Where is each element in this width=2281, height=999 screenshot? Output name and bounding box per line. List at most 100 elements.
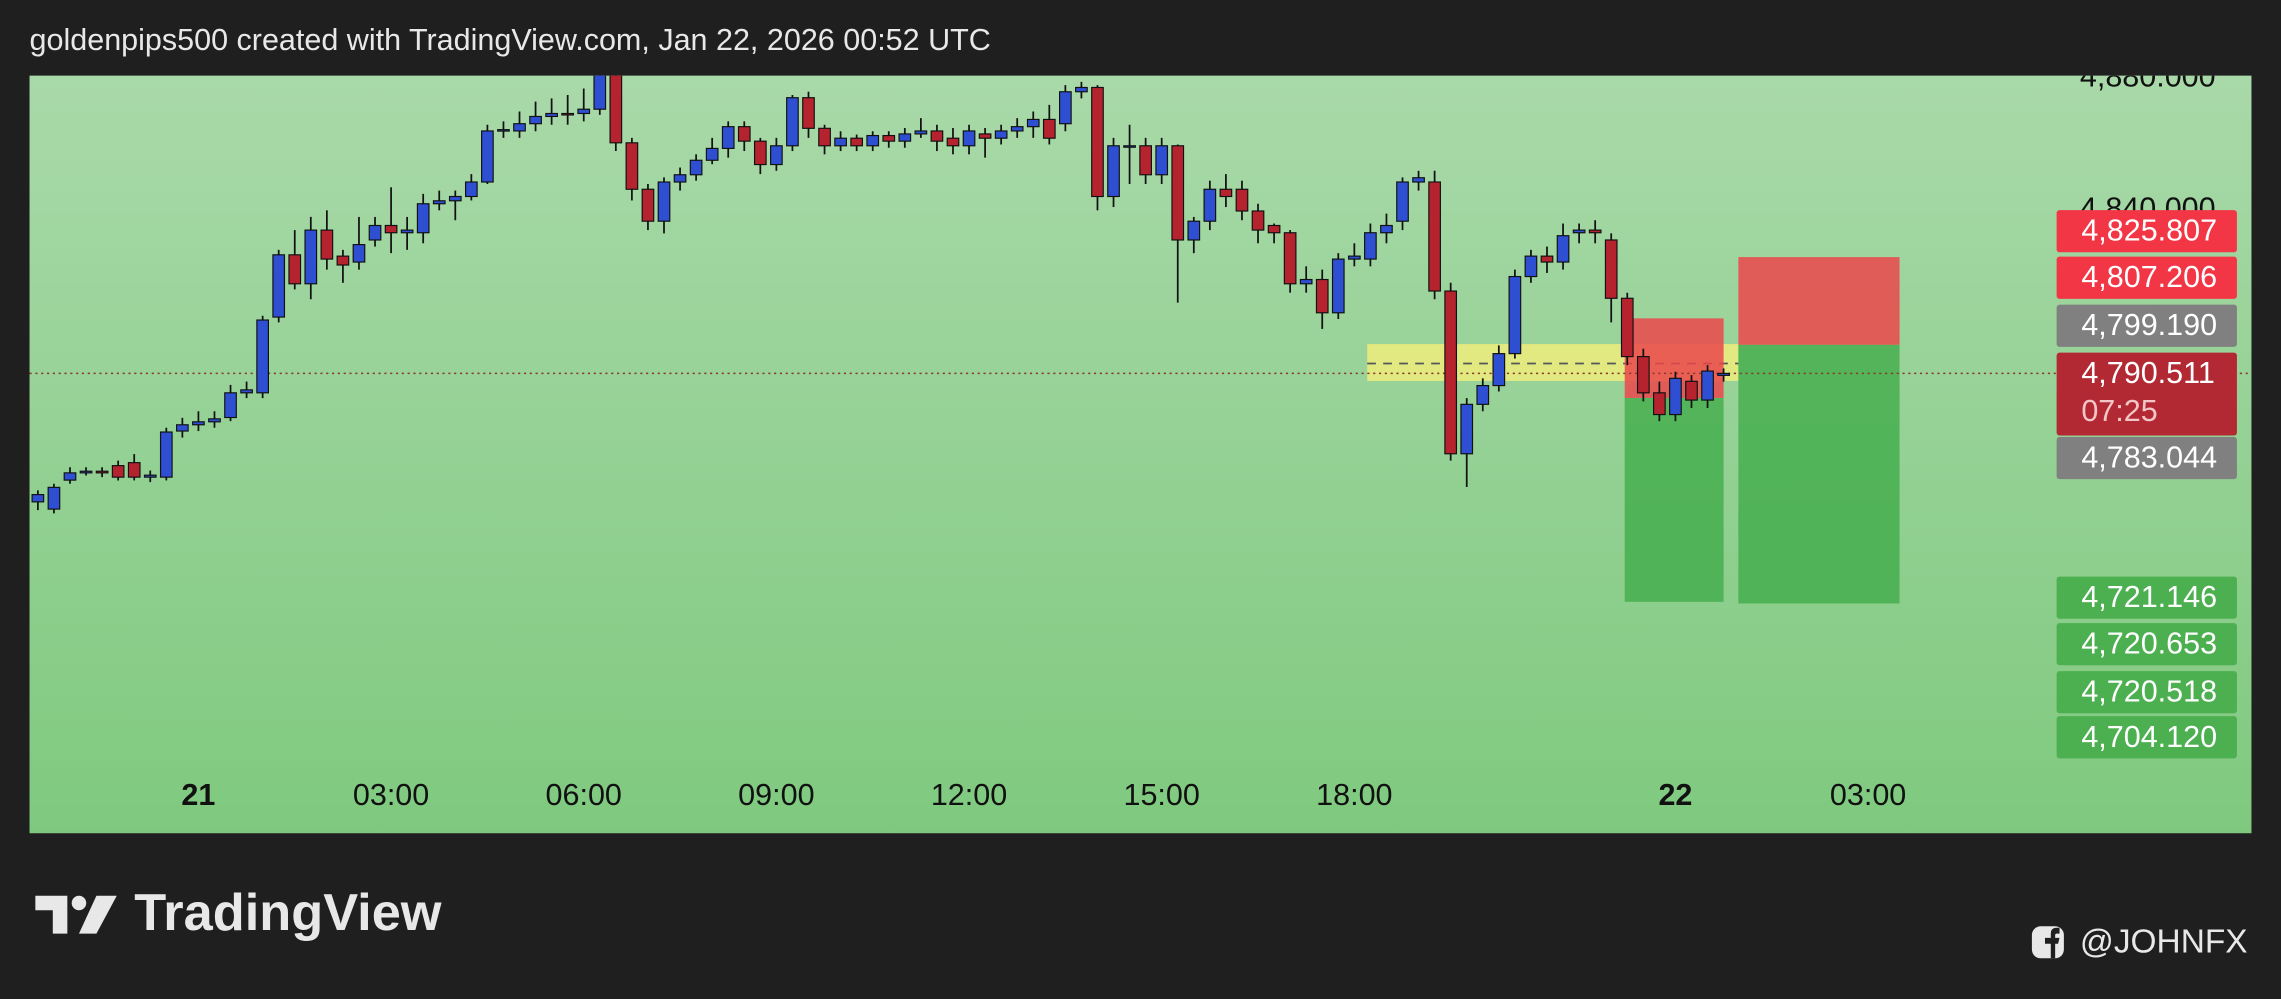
price-label: 4,720.518 (2081, 675, 2217, 709)
candle-body (1107, 145, 1120, 198)
candle-body (1299, 278, 1313, 285)
x-tick-label: 15:00 (1124, 778, 1200, 812)
countdown: 07:25 (2081, 394, 2157, 428)
candle-body (850, 137, 864, 147)
x-tick-label: 21 (181, 778, 215, 812)
candle-body (304, 229, 318, 285)
candle-body (866, 134, 880, 147)
candle-body (529, 115, 542, 125)
price-label-bg (2056, 716, 2237, 759)
candle-body (1219, 188, 1233, 198)
candle-body (1620, 297, 1634, 358)
price-label-bg (2056, 210, 2237, 253)
x-tick-label: 03:00 (353, 778, 429, 812)
candle-body (1123, 145, 1136, 148)
brand: TradingView (134, 884, 442, 942)
candle-body (1460, 403, 1474, 455)
candle-body (1155, 145, 1169, 176)
candle-body (1653, 392, 1666, 416)
price-label-bg (2056, 304, 2237, 347)
candle-body (1717, 372, 1730, 376)
candle-body (1059, 91, 1072, 125)
price-label: 4,790.511 (2081, 356, 2214, 390)
x-tick-label: 03:00 (1830, 778, 1906, 812)
candle-body (1572, 229, 1586, 234)
candle-body (609, 75, 623, 144)
stop-zone (1738, 257, 1900, 345)
candle-body (208, 418, 221, 423)
candle-body (802, 97, 815, 129)
candle-body (1428, 181, 1441, 292)
candle-body (1396, 181, 1409, 222)
candle-body (946, 137, 960, 147)
candle-body (1476, 384, 1490, 405)
price-label-bg (2056, 671, 2237, 714)
candle-body (1315, 278, 1329, 314)
candle-body (1540, 255, 1554, 263)
candle-body (481, 130, 494, 183)
candle-body (898, 133, 912, 142)
candle-body (176, 424, 189, 432)
candle-body (1267, 224, 1281, 234)
target-zone (1624, 397, 1724, 602)
candle-body (400, 229, 414, 234)
target-zone (1738, 344, 1900, 604)
candle-body (352, 244, 366, 263)
candle-body (818, 127, 831, 147)
candle-body (978, 133, 992, 139)
candle-body (625, 142, 639, 190)
candle-body (1251, 210, 1265, 231)
plot: 21 03:00 06:00 09:00 12:00 15:00 18:00 22 03:00 4… (29, 75, 2252, 812)
candle-body (95, 470, 109, 474)
candle-body (721, 126, 735, 149)
candle-body (1026, 118, 1040, 128)
candle-body (224, 392, 237, 419)
candle-body (1042, 118, 1056, 139)
candle-body (320, 229, 334, 260)
facebook-icon (2031, 926, 2064, 959)
candle-body (1331, 258, 1345, 314)
candle-body (834, 137, 847, 147)
candle-body (593, 75, 607, 110)
candle-body (1701, 370, 1714, 401)
candle-body (705, 147, 719, 161)
candle-body (448, 195, 462, 202)
candle-body (673, 174, 687, 183)
candle-body (1508, 275, 1522, 355)
price-label: 4,807.206 (2081, 260, 2217, 294)
x-tick-label: 22 (1658, 778, 1692, 812)
candle-body (497, 129, 510, 132)
candle-body (1139, 145, 1152, 176)
candle-body (288, 254, 302, 285)
candle-body (1010, 126, 1024, 132)
candle-body (1347, 255, 1361, 260)
candle-body (47, 486, 61, 510)
candle-body (770, 145, 783, 166)
candle-body (1380, 224, 1393, 234)
candle-body (192, 421, 205, 426)
price-label: 4,799.190 (2081, 308, 2217, 342)
candle-body (914, 130, 928, 135)
candle-body (111, 465, 125, 478)
candle-body (272, 254, 286, 318)
candle-body (1203, 188, 1217, 222)
candle-body (336, 255, 350, 266)
candle-body (737, 126, 751, 142)
candle-body (545, 112, 558, 118)
candle-body (1075, 86, 1088, 93)
candle-body (1556, 235, 1570, 263)
x-tick-label: 06:00 (546, 778, 622, 812)
candle-body (159, 431, 173, 478)
candle-body (1187, 220, 1201, 241)
candle-body (464, 181, 478, 198)
candle-body (416, 203, 430, 234)
candle-body (1636, 356, 1650, 394)
x-tick-label: 18:00 (1316, 778, 1392, 812)
candle-body (1364, 232, 1377, 260)
candle-body (753, 140, 767, 166)
candle-body (143, 474, 157, 478)
candle-body (432, 200, 446, 205)
candle-body (1412, 177, 1425, 183)
handle: @JOHNFX (2080, 924, 2248, 961)
